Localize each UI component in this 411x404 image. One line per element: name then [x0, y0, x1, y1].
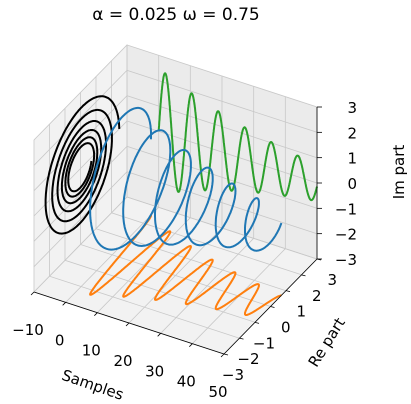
z-tick-label: 1: [347, 150, 357, 168]
y-tick-label: 2: [312, 287, 322, 305]
z-tick-label: 2: [347, 124, 357, 142]
grid-line-z: [33, 171, 318, 267]
grid-line-z: [33, 44, 318, 141]
grid-line-z: [33, 196, 318, 293]
series-complex-plane: [44, 95, 121, 235]
z-tick-label: 0: [347, 175, 357, 193]
y-tick: [301, 274, 306, 277]
z-tick-label: 3: [347, 99, 357, 117]
x-tick-label: 40: [177, 373, 196, 391]
x-tick: [94, 312, 98, 316]
x-tick-label: 50: [208, 383, 227, 401]
x-tick-label: 30: [145, 362, 164, 380]
series-real-floor: [89, 214, 283, 316]
grid-line-z: [33, 69, 318, 166]
x-tick: [125, 322, 130, 327]
x-tick: [62, 302, 66, 306]
x-tick: [189, 343, 193, 347]
axes-panes: [33, 43, 318, 355]
chart-title: α = 0.025 ω = 0.75: [92, 5, 259, 25]
y-tick: [239, 337, 244, 340]
y-tick-label: 3: [327, 271, 337, 289]
x-tick: [157, 333, 161, 337]
x-tick: [30, 291, 35, 296]
y-tick-label: −1: [253, 334, 275, 352]
grid-line-z: [33, 95, 318, 191]
y-tick: [223, 353, 229, 356]
y-axis-label: Re part: [305, 314, 349, 370]
x-tick-label: 0: [55, 331, 65, 349]
x-tick-label: 20: [113, 352, 132, 370]
z-tick-label: −3: [335, 251, 357, 269]
y-tick-label: −3: [222, 366, 244, 384]
x-tick-label: −10: [12, 321, 44, 339]
y-tick: [254, 321, 260, 324]
y-tick: [285, 290, 291, 293]
y-tick-label: −2: [237, 350, 259, 368]
x-tick: [220, 353, 225, 358]
y-tick-label: 1: [296, 303, 306, 321]
x-tick-label: 10: [82, 342, 101, 360]
series-group: [44, 72, 318, 316]
series-imag-wall: [157, 72, 318, 202]
z-axis-label: Im part: [390, 145, 408, 200]
z-tick-label: −1: [335, 200, 357, 218]
y-tick-label: 0: [281, 319, 291, 337]
x-axis-label: Samples: [59, 366, 126, 404]
y-tick: [270, 306, 275, 308]
z-tick-label: −2: [335, 226, 357, 244]
series-signal-3d: [89, 106, 283, 252]
